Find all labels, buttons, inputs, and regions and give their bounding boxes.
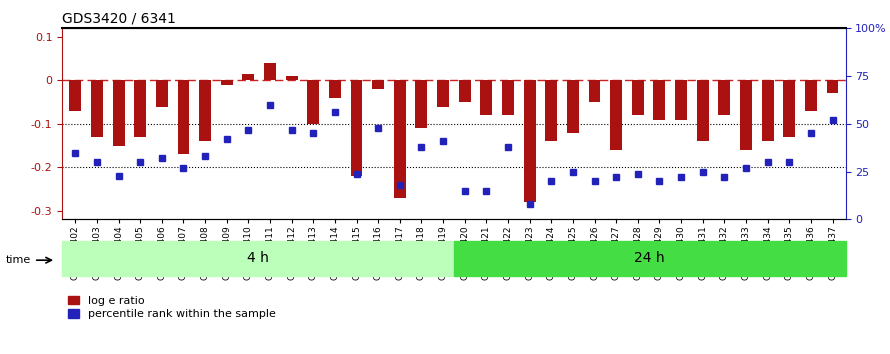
Bar: [454, 241, 846, 276]
Bar: [697, 80, 708, 141]
Bar: [329, 80, 341, 98]
Bar: [632, 80, 643, 115]
Bar: [372, 80, 384, 89]
Bar: [394, 80, 406, 198]
Bar: [805, 80, 817, 111]
Bar: [827, 80, 838, 93]
Bar: [588, 80, 601, 102]
Bar: [134, 80, 146, 137]
Bar: [91, 80, 103, 137]
Bar: [307, 80, 320, 124]
Text: 24 h: 24 h: [635, 251, 665, 266]
Bar: [676, 80, 687, 120]
Bar: [286, 76, 297, 80]
Bar: [546, 80, 557, 141]
Legend: log e ratio, percentile rank within the sample: log e ratio, percentile rank within the …: [68, 296, 276, 319]
Bar: [481, 80, 492, 115]
Bar: [653, 80, 666, 120]
Bar: [416, 80, 427, 128]
Bar: [611, 80, 622, 150]
Bar: [502, 80, 514, 115]
Bar: [523, 80, 536, 202]
Bar: [113, 80, 125, 145]
Text: 4 h: 4 h: [247, 251, 269, 266]
Bar: [783, 80, 795, 137]
Bar: [221, 80, 232, 85]
Text: GDS3420 / 6341: GDS3420 / 6341: [62, 12, 176, 26]
Bar: [437, 80, 449, 107]
Bar: [177, 80, 190, 154]
Bar: [199, 80, 211, 141]
Bar: [718, 80, 731, 115]
Bar: [69, 80, 81, 111]
Bar: [62, 241, 454, 276]
Bar: [458, 80, 471, 102]
Bar: [242, 74, 255, 80]
Text: time: time: [6, 255, 31, 265]
Bar: [740, 80, 752, 150]
Bar: [351, 80, 362, 176]
Bar: [567, 80, 579, 133]
Bar: [264, 63, 276, 80]
Bar: [156, 80, 168, 107]
Bar: [762, 80, 773, 141]
